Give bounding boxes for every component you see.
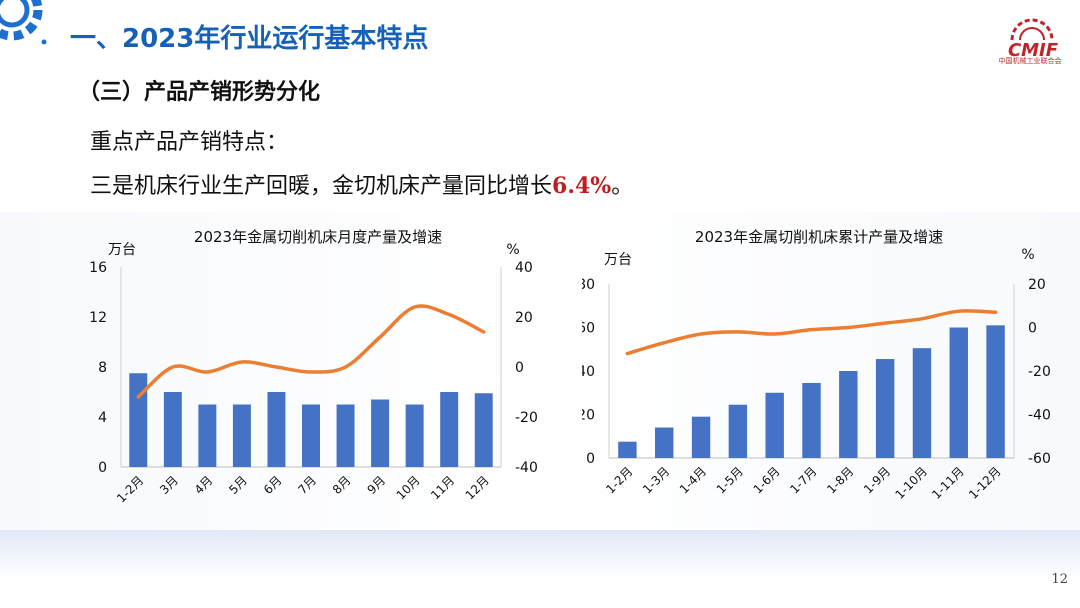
- bar-mark: [371, 399, 390, 467]
- category-label: 1-2月: [603, 464, 635, 496]
- cmif-logo: CMIF: [1008, 18, 1059, 61]
- category-label: 1-6月: [751, 464, 783, 496]
- bar-mark: [163, 392, 182, 467]
- right-tick-label: 20: [515, 310, 533, 326]
- bar-mark: [198, 404, 217, 467]
- bar-mark: [802, 382, 821, 458]
- left-tick-label: 20: [582, 408, 595, 424]
- right-tick-label: 20: [1028, 277, 1046, 293]
- bar-mark: [655, 427, 674, 458]
- bar-mark: [440, 392, 459, 467]
- category-label: 11月: [428, 473, 457, 502]
- right-tick-label: -60: [1028, 451, 1051, 467]
- category-label: 1-5月: [714, 464, 746, 496]
- category-label: 8月: [330, 473, 354, 497]
- right-axis-unit: %: [506, 242, 519, 258]
- left-tick-label: 4: [98, 410, 107, 426]
- bar-mark: [232, 404, 251, 467]
- chart-title: 2023年金属切削机床累计产量及增速: [695, 228, 943, 246]
- category-label: 6月: [261, 473, 285, 497]
- category-label: 7月: [295, 473, 319, 497]
- left-axis-unit: 万台: [604, 252, 632, 268]
- bar-mark: [618, 441, 637, 458]
- key-points-heading: 重点产品产销特点：: [90, 130, 289, 155]
- category-label: 4月: [192, 473, 216, 497]
- bar-mark: [839, 371, 858, 458]
- growth-rate-line: [625, 309, 998, 356]
- category-label: 9月: [364, 473, 388, 497]
- right-tick-label: 40: [515, 260, 533, 276]
- key-point-line: 三是机床行业生产回暖，金切机床产量同比增长6.4%。: [90, 168, 633, 200]
- category-label: 5月: [226, 473, 250, 497]
- chart-area-background: [0, 212, 1080, 530]
- left-tick-label: 0: [98, 460, 107, 476]
- category-label: 1-8月: [824, 464, 856, 496]
- bar-mark: [691, 416, 711, 458]
- category-label: 12月: [463, 473, 492, 502]
- bar-mark: [474, 393, 493, 467]
- left-tick-label: 16: [89, 260, 107, 276]
- category-label: 1-7月: [787, 464, 819, 496]
- right-axis-unit: %: [1021, 247, 1034, 263]
- bar-mark: [129, 373, 148, 467]
- right-tick-label: 0: [1028, 321, 1037, 337]
- category-label: 1-4月: [677, 464, 709, 496]
- footer-band: [0, 530, 1080, 578]
- left-tick-label: 60: [582, 321, 595, 337]
- right-tick-label: -20: [1028, 364, 1051, 380]
- bar-mark: [912, 348, 932, 458]
- logo-text: CMIF: [1008, 40, 1059, 61]
- category-label: 3月: [157, 473, 181, 497]
- left-axis-unit: 万台: [108, 242, 136, 258]
- bar-mark: [267, 392, 286, 467]
- left-tick-label: 40: [582, 364, 595, 380]
- chart-title: 2023年金属切削机床月度产量及增速: [194, 228, 442, 246]
- right-tick-label: -40: [1028, 408, 1051, 424]
- left-tick-label: 80: [582, 277, 595, 293]
- left-tick-label: 8: [98, 360, 107, 376]
- gear-decoration-icon: [0, 0, 47, 45]
- bar-mark: [302, 404, 320, 467]
- key-point-text: 三是机床行业生产回暖，金切机床产量同比增长: [90, 174, 553, 199]
- right-tick-label: -40: [515, 460, 538, 476]
- bar-mark: [765, 392, 784, 458]
- page-number: 12: [1051, 572, 1068, 587]
- right-tick-label: -20: [515, 410, 538, 426]
- key-point-suffix: 。: [611, 174, 634, 199]
- left-tick-label: 12: [89, 310, 107, 326]
- category-label: 1-2月: [114, 473, 146, 505]
- left-tick-label: 0: [586, 451, 595, 467]
- category-label: 1-10月: [892, 464, 930, 502]
- category-label: 1-12月: [966, 464, 1004, 502]
- bar-mark: [949, 327, 968, 458]
- logo-caption: 中国机械工业联合会: [998, 57, 1062, 65]
- bar-mark: [336, 404, 355, 467]
- bar-mark: [875, 359, 895, 458]
- category-label: 1-11月: [929, 464, 967, 502]
- bar-mark: [405, 404, 424, 467]
- growth-rate-line: [136, 304, 486, 399]
- bar-mark: [728, 404, 748, 458]
- right-tick-label: 0: [515, 360, 524, 376]
- slide-title: 一、2023年行业运行基本特点: [70, 24, 429, 54]
- growth-rate-highlight: 6.4%: [552, 173, 612, 199]
- bar-mark: [986, 325, 1005, 458]
- category-label: 1-3月: [640, 464, 672, 496]
- section-subtitle: （三）产品产销形势分化: [78, 80, 321, 105]
- category-label: 10月: [394, 473, 423, 502]
- category-label: 1-9月: [861, 464, 893, 496]
